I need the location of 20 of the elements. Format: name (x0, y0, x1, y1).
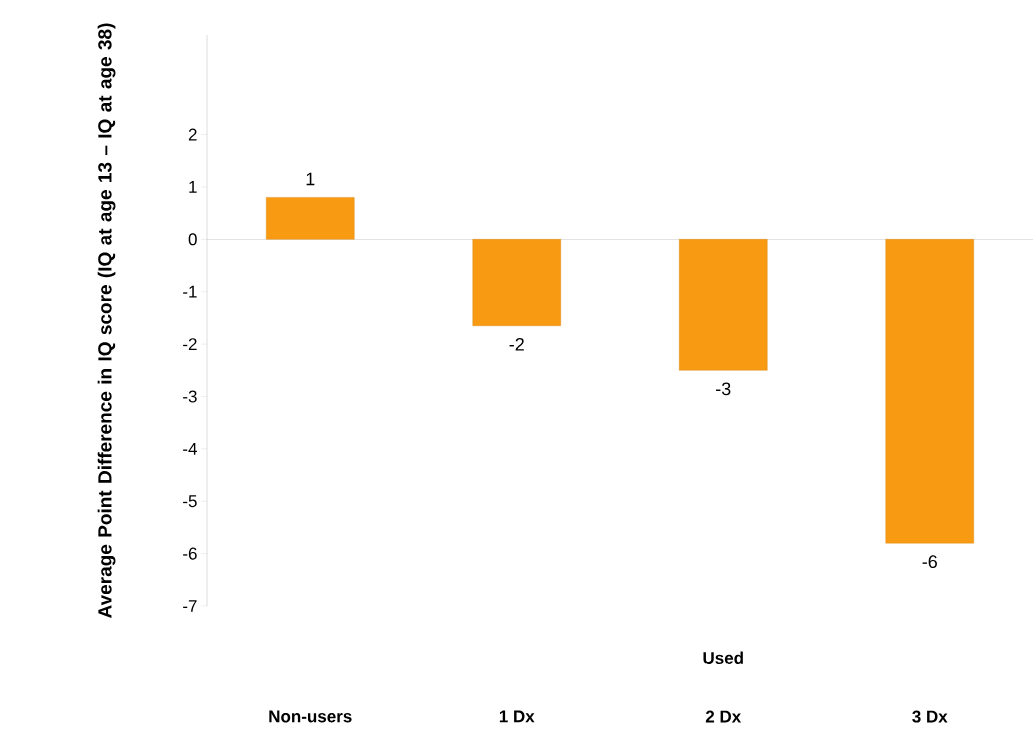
y-tick-label: 1 (189, 181, 197, 193)
data-label: -2 (509, 337, 524, 351)
x-tick-label: 3 Dx (912, 710, 948, 723)
y-tick-label: -6 (183, 547, 197, 560)
y-tick-label: -7 (183, 600, 197, 612)
data-label: 1 (306, 172, 315, 186)
y-tick-label: -3 (183, 390, 197, 403)
y-tick-label: -1 (183, 285, 197, 298)
y-tick-label: 0 (188, 233, 197, 246)
x-tick-label: Non-users (269, 710, 352, 723)
x-tick-label: 2 Dx (705, 710, 742, 723)
y-axis-title: Average Point Difference in IQ score (IQ at age 13 – IQ at age 38) (97, 23, 116, 618)
y-tick-label: 2 (188, 128, 197, 141)
y-tick-label: -4 (183, 442, 197, 455)
text: Used (703, 651, 743, 665)
y-tick-label: -5 (183, 495, 197, 508)
x-tick-label: 1 Dx (499, 710, 535, 723)
y-tick-label: -2 (183, 338, 197, 351)
data-label: -3 (716, 382, 731, 396)
data-label: -6 (922, 555, 937, 569)
